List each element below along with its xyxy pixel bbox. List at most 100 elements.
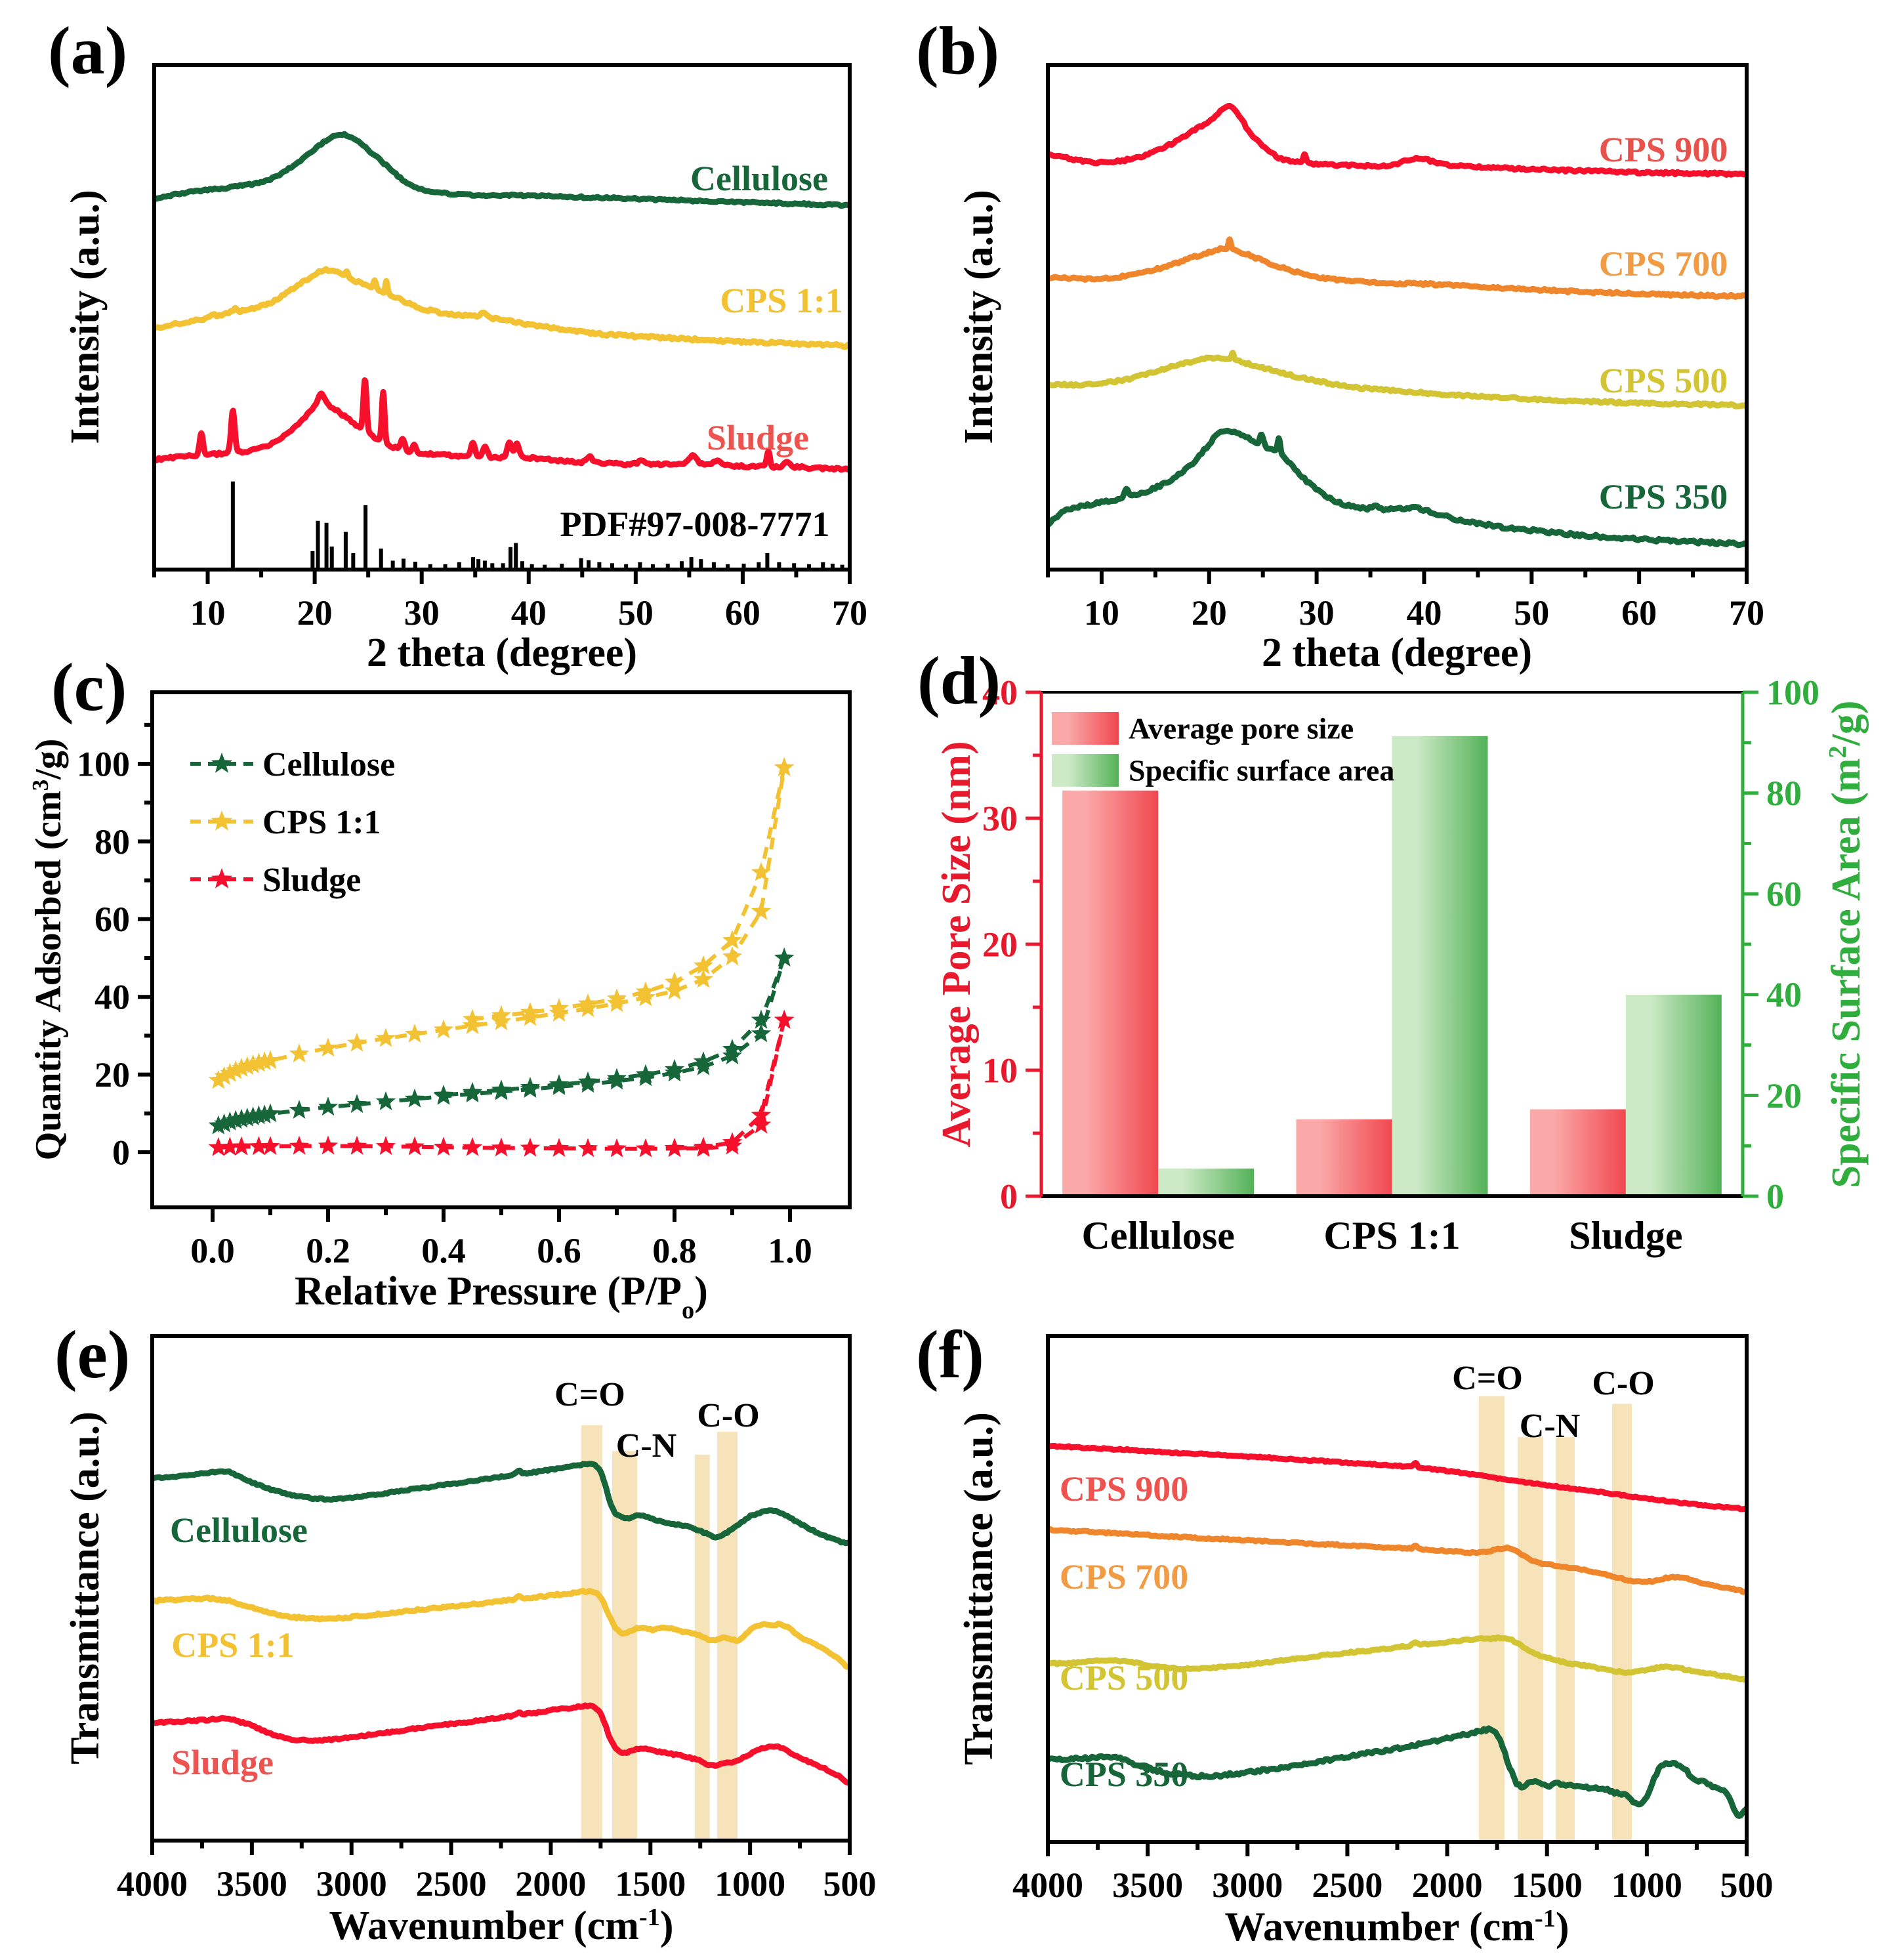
panel-b-x-tick-label: 70 xyxy=(1729,593,1764,633)
panel-f-x-tick-label: 2000 xyxy=(1412,1866,1483,1905)
star-marker xyxy=(433,1085,454,1104)
star-marker xyxy=(289,1043,310,1063)
panel-d-right-tick-label: 100 xyxy=(1766,673,1819,712)
isotherm-series-cellulose xyxy=(208,948,795,1135)
panel-d-left-tick-label: 10 xyxy=(982,1051,1018,1090)
panel-f-x-axis-title: Wavenumber (cm-1) xyxy=(1224,1905,1569,1950)
panel-d-right-tick-label: 60 xyxy=(1766,875,1802,914)
annotation-c-o: C=O xyxy=(1452,1360,1523,1397)
star-marker xyxy=(289,1100,310,1119)
curve-cellulose xyxy=(154,1461,848,1547)
star-marker xyxy=(606,1138,627,1157)
panel-a-y-axis-title: Intensity (a.u.) xyxy=(63,190,108,444)
star-marker xyxy=(462,1081,483,1101)
panel-f-x-tick-label: 500 xyxy=(1720,1866,1774,1905)
isotherm-desorption-line xyxy=(443,957,787,1097)
star-marker xyxy=(751,901,772,920)
panel-e-x-tick-label: 1000 xyxy=(715,1864,785,1904)
star-marker xyxy=(520,1077,541,1096)
star-marker xyxy=(635,1064,656,1083)
panel-a-x-tick-label: 50 xyxy=(618,593,654,633)
curve-cps-1-1 xyxy=(154,1587,848,1671)
panel-f: 4000 3500 3000 2500 2000 1500 1000 500 Wavenumbe… xyxy=(916,1317,1774,1950)
panel-letter-d: (d) xyxy=(917,643,1001,719)
panel-c-x-tick-label: 0.8 xyxy=(652,1231,697,1270)
bar-cellulose-ssa xyxy=(1158,1168,1255,1196)
legend-star-marker xyxy=(211,753,233,773)
panel-f-x-tick-label: 2500 xyxy=(1312,1866,1382,1905)
panel-a-x-tick-label: 70 xyxy=(832,593,867,633)
star-marker xyxy=(606,1068,627,1087)
star-marker xyxy=(249,1136,269,1156)
isotherm-series-sludge xyxy=(208,1009,795,1157)
curve-cps-1-1 xyxy=(156,266,848,350)
panel-a-x-tick-label: 10 xyxy=(190,593,226,633)
star-marker xyxy=(751,1009,772,1029)
series-label-cps-500: CPS 500 xyxy=(1599,361,1728,400)
star-marker xyxy=(404,1136,425,1156)
legend-star-marker xyxy=(211,868,233,888)
bar-cellulose-pore xyxy=(1062,790,1159,1196)
panel-e-y-axis-title: Transmittance (a.u.) xyxy=(63,1411,108,1764)
highlight-band xyxy=(1611,1404,1632,1841)
annotation-c-o: C-O xyxy=(1592,1365,1654,1402)
star-marker xyxy=(375,1091,396,1110)
panel-c-y-tick-label: 40 xyxy=(94,978,130,1017)
panel-b-x-tick-label: 40 xyxy=(1406,593,1442,633)
star-marker xyxy=(220,1062,240,1082)
panel-d-left-axis-title: Average Pore Size (nm) xyxy=(934,741,979,1147)
star-marker xyxy=(346,1094,367,1114)
star-marker xyxy=(774,1009,795,1029)
panel-a-x-tick-label: 20 xyxy=(297,593,333,633)
star-marker xyxy=(375,1028,396,1047)
panel-e-x-tick-label: 2000 xyxy=(515,1864,586,1904)
star-marker xyxy=(491,1005,512,1024)
highlight-band xyxy=(1556,1437,1575,1841)
highlight-band xyxy=(1517,1437,1544,1841)
star-marker xyxy=(577,993,598,1012)
annotation-c-o: C=O xyxy=(554,1376,625,1413)
legend-star-marker xyxy=(211,810,233,831)
panel-f-x-tick-label: 3500 xyxy=(1112,1866,1183,1905)
panel-b-x-tick-label: 30 xyxy=(1299,593,1335,633)
series-label-cps-1-1: CPS 1:1 xyxy=(171,1625,295,1665)
star-marker xyxy=(318,1096,339,1116)
panel-f-x-tick-label: 3000 xyxy=(1212,1866,1283,1905)
star-marker xyxy=(491,1137,512,1157)
panel-d-left-tick-label: 20 xyxy=(982,925,1018,964)
star-marker xyxy=(208,1070,228,1089)
star-marker xyxy=(208,1115,228,1135)
panel-a-x-tick-label: 40 xyxy=(511,593,547,633)
panel-d-left-tick-label: 40 xyxy=(982,673,1018,712)
star-marker xyxy=(255,1104,275,1124)
star-marker xyxy=(549,1074,570,1093)
star-marker xyxy=(693,1051,714,1070)
star-marker xyxy=(260,1050,281,1070)
star-marker xyxy=(664,971,685,991)
star-marker xyxy=(693,955,714,974)
panel-e-x-axis-title: Wavenumber (cm-1) xyxy=(329,1904,673,1948)
star-marker xyxy=(220,1111,240,1131)
series-label-cps-900: CPS 900 xyxy=(1599,130,1728,169)
star-marker xyxy=(318,1037,339,1057)
star-marker xyxy=(722,930,743,949)
panel-b-x-tick-label: 50 xyxy=(1514,593,1549,633)
star-marker xyxy=(404,1088,425,1108)
panel-e-x-tick-label: 500 xyxy=(823,1864,877,1904)
panel-e-x-tick-label: 1500 xyxy=(615,1864,686,1904)
legend-swatch xyxy=(1052,754,1119,787)
star-marker xyxy=(722,1045,743,1065)
legend-item-label: CPS 1:1 xyxy=(262,804,381,841)
star-marker xyxy=(255,1051,275,1070)
annotation-c-n: C-N xyxy=(1520,1407,1580,1445)
star-marker xyxy=(237,1107,257,1127)
star-marker xyxy=(774,757,795,776)
isotherm-series-cps-1-1 xyxy=(208,757,795,1089)
curve-cps-350 xyxy=(1049,1725,1745,1819)
panel-c-y-axis-title: Quantity Adsorbed (cm3/g) xyxy=(28,739,70,1161)
highlight-band xyxy=(695,1454,710,1839)
panel-f-x-tick-label: 1500 xyxy=(1512,1866,1583,1905)
star-marker xyxy=(520,1001,541,1021)
star-marker xyxy=(289,1135,310,1155)
